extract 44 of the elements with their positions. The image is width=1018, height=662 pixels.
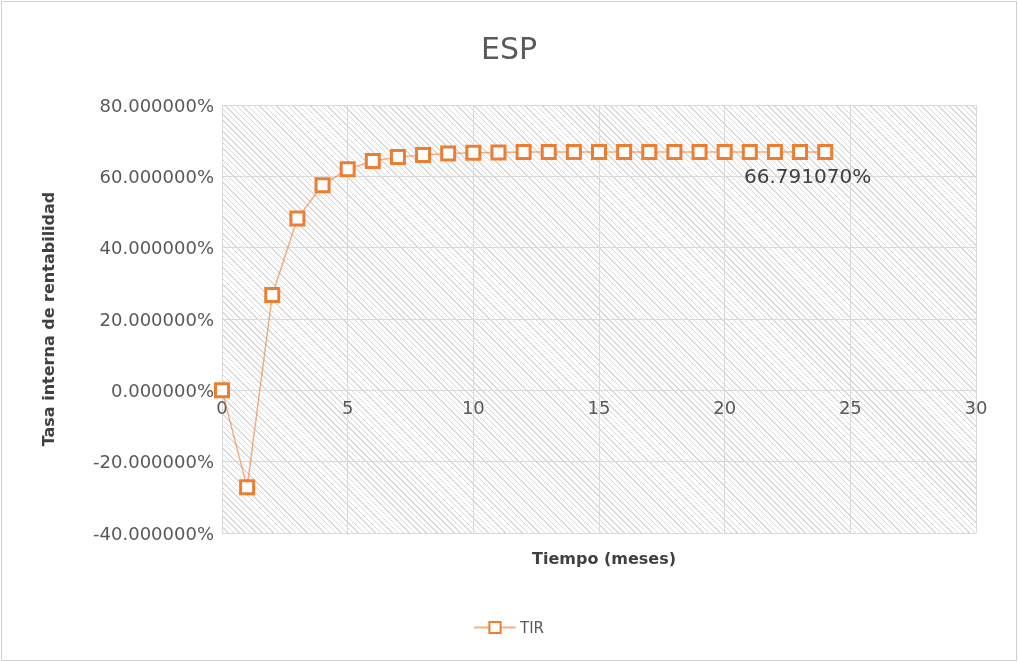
point [239, 479, 256, 496]
x-tick-label: 0 [216, 396, 228, 418]
x-tick-label: 20 [713, 396, 737, 418]
x-tick-label: 25 [838, 396, 862, 418]
x-tick-label: 15 [587, 396, 611, 418]
point [214, 382, 230, 399]
y-tick-label: -40.000000% [93, 522, 214, 544]
point [641, 144, 658, 161]
y-tick-label: 60.000000% [99, 165, 214, 187]
point [415, 146, 432, 163]
point [440, 145, 457, 162]
y-tick-label: 40.000000% [99, 237, 214, 259]
point [716, 144, 733, 161]
point [314, 177, 331, 194]
x-tick-label: 30 [964, 396, 988, 418]
x-axis-title: Tiempo (meses) [532, 548, 676, 568]
point [364, 153, 381, 169]
point [540, 144, 557, 161]
y-tick-label: -20.000000% [93, 451, 214, 473]
chart-title: ESP [480, 30, 538, 66]
y-tick-label: 0.000000% [111, 379, 214, 401]
point [515, 144, 532, 161]
x-tick-label: 10 [461, 396, 485, 418]
point [616, 144, 633, 161]
point [741, 144, 758, 161]
point [766, 144, 783, 161]
point [591, 144, 607, 161]
annotation: 66.791070% [744, 164, 872, 189]
point [666, 144, 683, 161]
point [490, 144, 507, 161]
point [817, 144, 834, 161]
point [691, 144, 708, 161]
y-tick-label: 20.000000% [99, 308, 214, 330]
y-axis-title: Tasa interna de rentabilidad [38, 191, 58, 447]
point [339, 161, 356, 178]
point [465, 144, 482, 161]
y-tick-label: 80.000000% [99, 94, 214, 116]
point [389, 149, 406, 166]
x-tick-label: 5 [341, 396, 354, 418]
legend-label: TIR [519, 618, 545, 637]
point [792, 144, 809, 161]
point [565, 144, 582, 161]
point [289, 210, 306, 227]
point [264, 287, 281, 304]
